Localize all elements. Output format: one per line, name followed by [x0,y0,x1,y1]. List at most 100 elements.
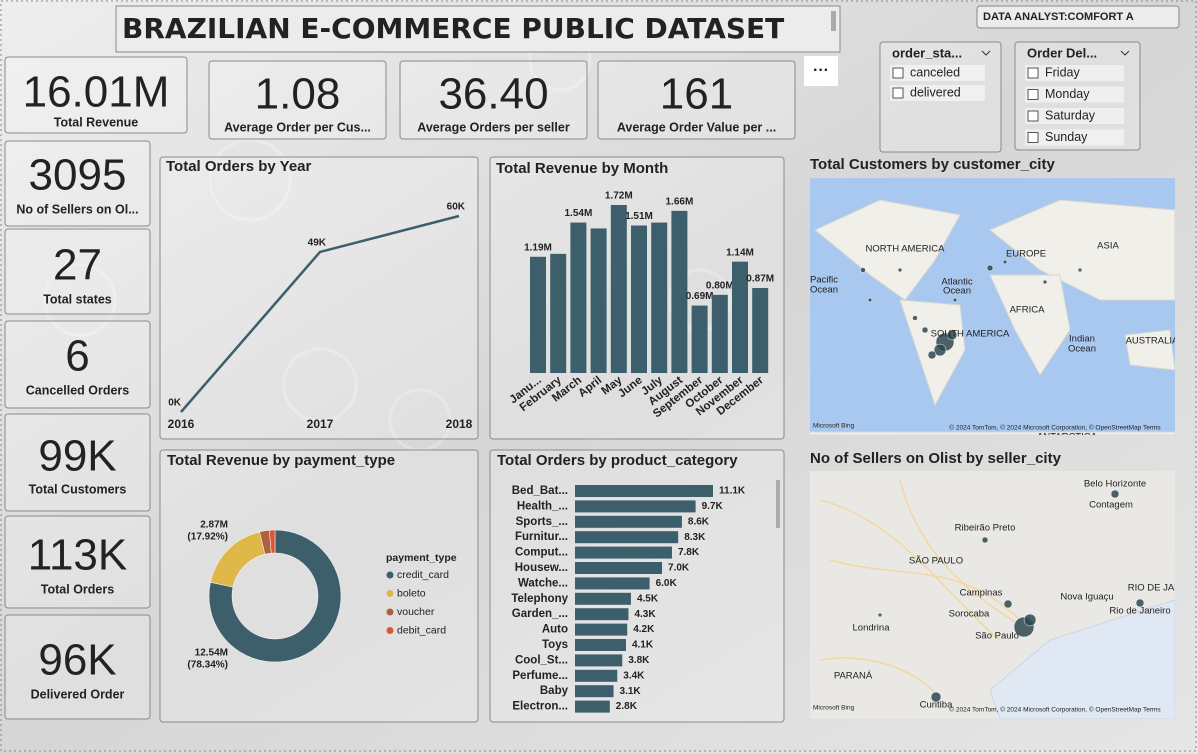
scrollbar [831,11,836,31]
slicer-row [890,85,985,101]
value-label: 12.54M [195,648,228,659]
x-tick-label: 2016 [168,417,195,431]
value-label: 0.80M [706,281,734,292]
bar [711,294,728,373]
kpi-label: Total Orders [41,582,114,596]
value-label: 2.87M [200,520,228,531]
dashboard-title: BRAZILIAN E-COMMERCE PUBLIC DATASET [122,12,784,45]
kpi-card [4,228,151,315]
kpi-card [208,60,387,140]
bar [752,288,769,373]
value-label: 1.14M [726,247,754,258]
value-label: 8.6K [688,516,710,527]
slicer-item[interactable]: delivered [910,85,961,99]
kpi-value: 16.01M [23,68,170,117]
chevron[interactable] [1120,50,1130,56]
legend-label: credit_card [397,569,449,581]
title-box [115,5,841,53]
checkbox[interactable] [1027,110,1039,122]
map-label: Pacific [810,275,838,286]
slicer-item[interactable]: Saturday [1045,108,1096,122]
bar [550,253,567,373]
map-layer: NORTH AMERICA EUROPEASIAPacificOceanAtlan… [810,199,1179,435]
checkbox[interactable] [892,87,904,99]
map-bubble [860,267,866,273]
kpi-label: No of Sellers on Ol... [16,202,138,216]
bar [671,210,688,373]
kpi-label: Average Order per Cus... [224,120,371,134]
map-label: Nova Iguaçu [1060,592,1113,603]
panel [159,156,479,440]
more-icon[interactable]: ··· [813,62,829,79]
scrollbar [776,480,780,528]
more-button[interactable] [804,56,838,86]
map-label: Campinas [960,588,1003,599]
y-tick-label: Watche... [518,577,568,589]
map-bubble [1002,259,1008,265]
map-bubble [1042,279,1048,285]
bar [575,592,631,605]
map-bubble [877,612,883,618]
kpi-label: Average Order Value per ... [617,120,776,134]
map-bubble [1135,598,1145,608]
slicer-item[interactable]: canceled [910,65,960,79]
chevron[interactable] [981,50,991,56]
bar [575,546,672,559]
value-label: 4.3K [634,609,656,620]
checkbox[interactable] [1027,89,1039,100]
road [819,499,1001,641]
map-bubble [897,267,903,273]
map-bubble [933,343,947,357]
map-label: AFRICA [1010,305,1046,316]
y-tick-label: Perfume... [512,670,568,682]
map-label: Atlantic [941,277,972,288]
bar [631,225,647,373]
checkbox[interactable] [1027,67,1039,79]
slicer-item[interactable]: Friday [1045,65,1080,79]
slicer-item[interactable]: Sunday [1045,130,1088,144]
legend-marker [386,627,394,634]
value-label: 3.4K [623,670,645,681]
y-tick-label: Electron... [512,701,568,713]
map-label: Ocean [810,285,838,296]
map-label: AUSTRALIA [1126,336,1179,347]
map-label: RIO DE JANEIRO [1128,583,1198,594]
map-label: Ribeirão Preto [955,523,1016,534]
map-label: Rio de Janeiro [1109,606,1170,617]
kpi-card [399,60,588,140]
kpi-value: 36.40 [438,70,548,119]
map-label: Londrina [853,623,891,634]
kpi-value: 3095 [29,151,127,200]
kpi-label: Delivered Order [31,687,125,701]
chart-title: Total Orders by product_category [497,452,738,469]
map-shape [1124,329,1175,371]
map-label: Ocean [943,286,971,297]
value-label: 60K [447,202,466,213]
value-label: 2.8K [616,701,638,712]
value-label: 3.8K [628,655,650,666]
kpi-card [4,614,151,720]
map-label: ASIA [1097,241,1119,252]
slicer-row [890,65,985,81]
bar [530,256,546,373]
map-shape [989,274,1071,376]
bar [575,669,618,682]
legend-label: voucher [397,606,435,618]
checkbox[interactable] [1027,132,1039,143]
slicer-title: Order Del... [1027,45,1097,60]
legend-label: boleto [397,587,426,599]
value-label: 6.0K [656,578,678,589]
bar [575,685,614,698]
value-label: 4.2K [633,624,655,635]
kpi-card [4,56,188,134]
map-shape [989,199,1175,301]
value-label: 1.51M [625,211,653,222]
slicer-row [1025,86,1124,103]
slicer-item[interactable]: Monday [1045,87,1090,101]
y-tick-label: Cool_St... [515,654,568,666]
y-tick-label: Baby [540,685,569,697]
value-label: 49K [308,238,327,249]
checkbox[interactable] [892,67,904,79]
